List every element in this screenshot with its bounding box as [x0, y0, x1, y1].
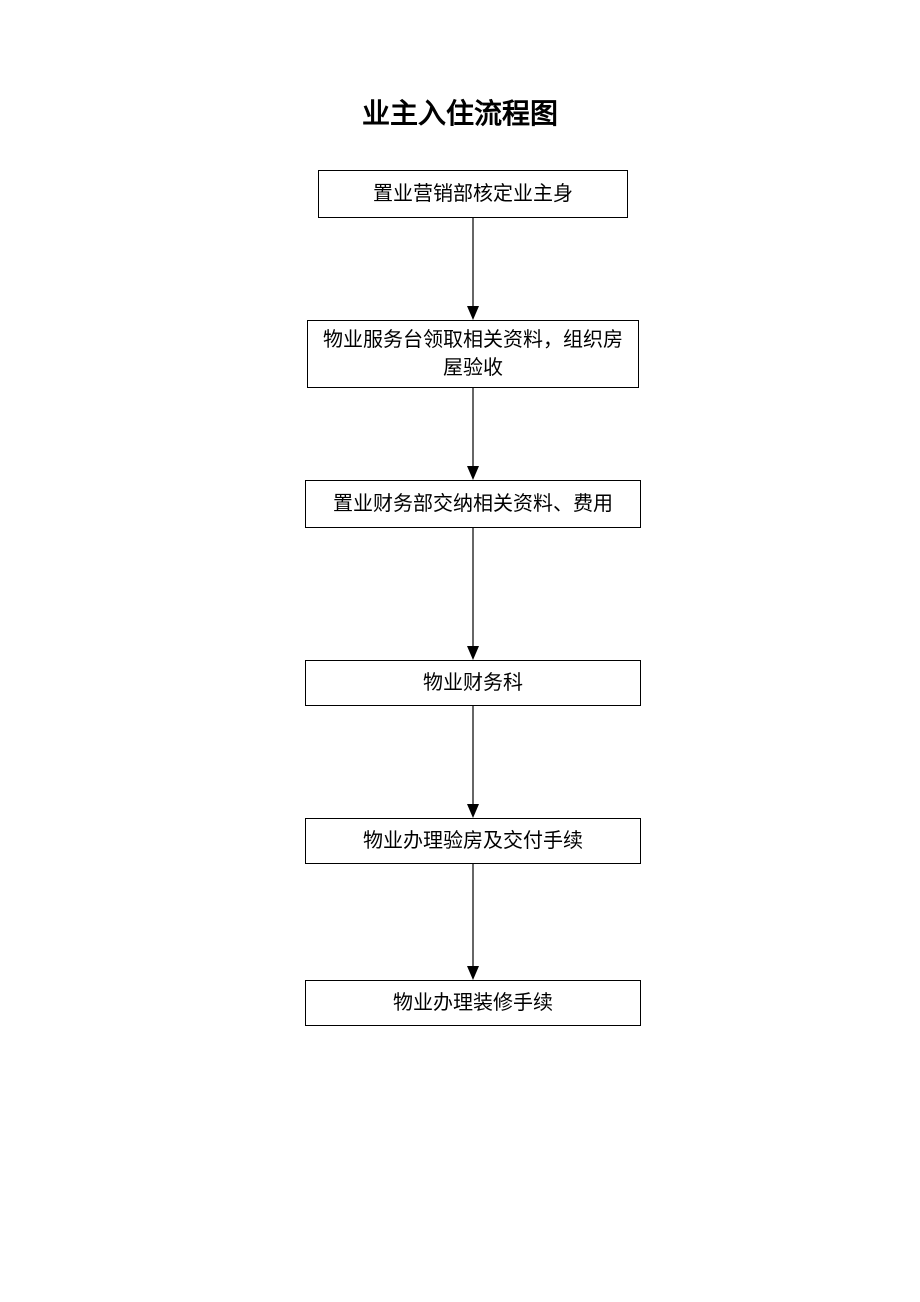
flowchart-node-label: 置业财务部交纳相关资料、费用: [333, 490, 613, 518]
arrowhead-icon: [467, 466, 479, 480]
flowchart-node: 物业办理验房及交付手续: [305, 818, 641, 864]
flowchart-node: 置业财务部交纳相关资料、费用: [305, 480, 641, 528]
arrowhead-icon: [467, 804, 479, 818]
flowchart-node: 物业财务科: [305, 660, 641, 706]
page-title: 业主入住流程图: [0, 92, 920, 132]
flowchart-node: 物业服务台领取相关资料，组织房屋验收: [307, 320, 639, 388]
flowchart-node-label: 物业办理验房及交付手续: [363, 827, 583, 855]
flowchart-node-label: 物业办理装修手续: [393, 989, 553, 1017]
flowchart-node-label: 物业服务台领取相关资料，组织房屋验收: [314, 326, 632, 382]
arrowhead-icon: [467, 306, 479, 320]
arrowhead-icon: [467, 966, 479, 980]
flowchart-node: 置业营销部核定业主身: [318, 170, 628, 218]
flowchart-node-label: 置业营销部核定业主身: [373, 180, 573, 208]
flowchart-node-label: 物业财务科: [423, 669, 523, 697]
arrowhead-icon: [467, 646, 479, 660]
flowchart-node: 物业办理装修手续: [305, 980, 641, 1026]
